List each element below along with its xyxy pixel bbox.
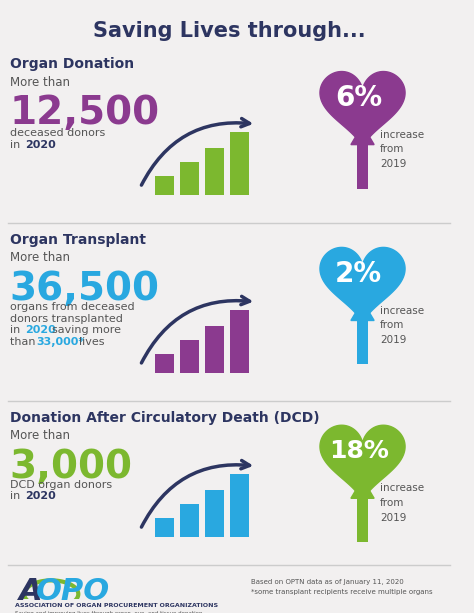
Text: More than: More than [9,251,70,264]
Text: organs from deceased: organs from deceased [9,302,134,312]
Text: OPO: OPO [36,577,110,606]
Text: donors transplanted: donors transplanted [9,313,123,324]
Bar [180,162,199,196]
Text: in: in [9,140,23,150]
Text: Based on OPTN data as of January 11, 2020: Based on OPTN data as of January 11, 202… [251,579,404,585]
Bar [155,354,174,373]
Polygon shape [351,479,374,498]
Text: Organ Transplant: Organ Transplant [9,234,146,248]
Text: deceased donors: deceased donors [9,128,105,138]
Text: 2020: 2020 [25,492,56,501]
Text: increase
from
2019: increase from 2019 [380,305,424,345]
Bar [180,340,199,373]
Text: *some transplant recipients receive multiple organs: *some transplant recipients receive mult… [251,589,433,595]
Polygon shape [351,125,374,145]
Text: in: in [9,492,23,501]
Text: lives: lives [79,337,105,347]
Bar [357,321,368,365]
Text: than: than [9,337,39,347]
Polygon shape [320,248,405,325]
Bar [155,177,174,196]
Text: 33,000*: 33,000* [37,337,85,347]
Text: 12,500: 12,500 [9,94,160,132]
Text: Saving Lives through...: Saving Lives through... [93,21,365,42]
Bar [155,519,174,538]
Polygon shape [351,301,374,321]
Text: 36,500: 36,500 [9,270,160,308]
Text: Saving and improving lives through organ, eye, and tissue donation: Saving and improving lives through organ… [15,611,202,613]
Bar [357,498,368,543]
Text: Organ Donation: Organ Donation [9,58,134,72]
Bar [205,490,224,538]
Bar [230,474,249,538]
Text: ASSOCIATION OF ORGAN PROCUREMENT ORGANIZATIONS: ASSOCIATION OF ORGAN PROCUREMENT ORGANIZ… [15,603,218,608]
Text: increase
from
2019: increase from 2019 [380,130,424,169]
Text: increase
from
2019: increase from 2019 [380,484,424,523]
Bar [357,145,368,189]
Text: Donation After Circulatory Death (DCD): Donation After Circulatory Death (DCD) [9,411,319,425]
Text: 3,000: 3,000 [9,448,133,486]
Text: 6%: 6% [335,84,382,112]
Text: More than: More than [9,429,70,442]
Polygon shape [320,425,405,503]
Text: More than: More than [9,75,70,88]
Bar [205,148,224,196]
Bar [230,132,249,196]
Text: 2%: 2% [335,259,382,287]
Text: 2020: 2020 [25,326,56,335]
Text: in: in [9,326,23,335]
Text: A: A [19,577,43,606]
Bar [205,326,224,373]
Bar [180,504,199,538]
Text: 2020: 2020 [25,140,56,150]
Text: DCD organ donors: DCD organ donors [9,479,112,490]
Bar [230,310,249,373]
Polygon shape [320,72,405,149]
Text: saving more: saving more [52,326,121,335]
Text: 18%: 18% [328,440,389,463]
